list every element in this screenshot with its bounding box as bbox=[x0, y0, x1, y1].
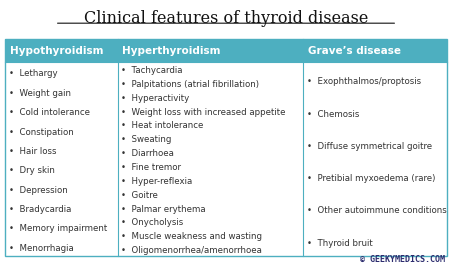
Text: Grave’s disease: Grave’s disease bbox=[308, 46, 401, 56]
Text: •  Onycholysis: • Onycholysis bbox=[121, 218, 183, 227]
Text: © GEEKYMEDICS.COM: © GEEKYMEDICS.COM bbox=[360, 255, 445, 264]
Text: •  Hyperactivity: • Hyperactivity bbox=[121, 94, 190, 103]
FancyBboxPatch shape bbox=[303, 39, 447, 62]
Text: •  Other autoimmune conditions: • Other autoimmune conditions bbox=[307, 206, 447, 215]
Text: •  Oligomenorrhea/amenorrhoea: • Oligomenorrhea/amenorrhoea bbox=[121, 246, 262, 255]
Text: •  Hyper-reflexia: • Hyper-reflexia bbox=[121, 177, 192, 186]
Text: •  Menorrhagia: • Menorrhagia bbox=[9, 244, 73, 253]
Text: •  Hair loss: • Hair loss bbox=[9, 147, 56, 156]
Text: •  Palmar erythema: • Palmar erythema bbox=[121, 205, 206, 214]
Text: •  Depression: • Depression bbox=[9, 186, 68, 195]
Text: •  Lethargy: • Lethargy bbox=[9, 69, 57, 78]
Text: •  Tachycardia: • Tachycardia bbox=[121, 66, 183, 75]
FancyBboxPatch shape bbox=[118, 39, 303, 62]
Text: •  Diarrhoea: • Diarrhoea bbox=[121, 149, 174, 158]
Text: Clinical features of thyroid disease: Clinical features of thyroid disease bbox=[84, 10, 368, 27]
Text: •  Pretibial myxoedema (rare): • Pretibial myxoedema (rare) bbox=[307, 174, 435, 183]
Text: •  Chemosis: • Chemosis bbox=[307, 110, 359, 118]
Text: •  Diffuse symmetrical goitre: • Diffuse symmetrical goitre bbox=[307, 142, 432, 151]
Text: •  Memory impairment: • Memory impairment bbox=[9, 225, 107, 234]
Text: •  Heat intolerance: • Heat intolerance bbox=[121, 122, 204, 131]
Text: •  Muscle weakness and wasting: • Muscle weakness and wasting bbox=[121, 232, 263, 241]
Text: •  Thyroid bruit: • Thyroid bruit bbox=[307, 239, 373, 248]
Text: •  Sweating: • Sweating bbox=[121, 135, 172, 144]
Text: Hypothyroidism: Hypothyroidism bbox=[9, 46, 103, 56]
Text: •  Dry skin: • Dry skin bbox=[9, 166, 55, 175]
Text: •  Palpitations (atrial fibrillation): • Palpitations (atrial fibrillation) bbox=[121, 80, 259, 89]
Text: •  Bradycardia: • Bradycardia bbox=[9, 205, 71, 214]
Text: •  Cold intolerance: • Cold intolerance bbox=[9, 108, 90, 117]
Text: •  Weight loss with increased appetite: • Weight loss with increased appetite bbox=[121, 108, 286, 117]
Text: •  Weight gain: • Weight gain bbox=[9, 89, 71, 98]
Text: •  Goitre: • Goitre bbox=[121, 191, 158, 200]
FancyBboxPatch shape bbox=[5, 39, 118, 62]
Text: •  Constipation: • Constipation bbox=[9, 128, 73, 136]
Text: Hyperthyroidism: Hyperthyroidism bbox=[122, 46, 221, 56]
Text: •  Fine tremor: • Fine tremor bbox=[121, 163, 182, 172]
Text: •  Exophthalmos/proptosis: • Exophthalmos/proptosis bbox=[307, 77, 421, 86]
